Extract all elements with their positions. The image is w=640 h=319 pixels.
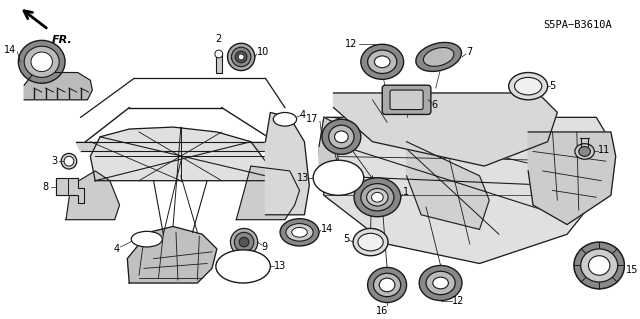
FancyBboxPatch shape [390,90,423,109]
Polygon shape [24,72,92,100]
Ellipse shape [61,153,77,169]
Text: 14: 14 [321,224,333,234]
Text: 8: 8 [42,182,49,191]
Polygon shape [90,127,270,181]
Ellipse shape [367,267,406,302]
Ellipse shape [292,227,307,237]
Ellipse shape [228,43,255,70]
Ellipse shape [238,54,244,60]
Ellipse shape [367,50,397,73]
Ellipse shape [374,56,390,68]
Text: 15: 15 [627,265,639,275]
Ellipse shape [64,156,74,166]
Ellipse shape [372,192,383,202]
Ellipse shape [131,231,163,247]
Ellipse shape [236,51,247,63]
Text: 13: 13 [297,173,309,183]
Text: FR.: FR. [51,34,72,45]
Ellipse shape [416,42,461,71]
Polygon shape [266,113,309,215]
FancyBboxPatch shape [382,85,431,115]
Text: 13: 13 [274,262,287,271]
Ellipse shape [215,50,223,58]
Ellipse shape [580,249,618,282]
Polygon shape [319,117,611,263]
Text: 5: 5 [343,234,349,244]
Ellipse shape [575,144,595,159]
Text: 2: 2 [216,34,222,44]
Polygon shape [528,132,616,225]
Ellipse shape [353,228,388,256]
Ellipse shape [234,232,254,252]
Polygon shape [319,117,339,186]
Text: 4: 4 [300,110,306,120]
Ellipse shape [574,242,625,289]
Text: 12: 12 [344,39,357,49]
Ellipse shape [374,273,401,297]
Polygon shape [406,142,489,229]
Ellipse shape [24,46,60,78]
Ellipse shape [230,228,258,256]
Ellipse shape [273,113,296,126]
Ellipse shape [239,237,249,247]
Ellipse shape [419,265,462,300]
Text: S5PA−B3610A: S5PA−B3610A [543,20,611,30]
Polygon shape [333,93,557,166]
Ellipse shape [329,125,354,149]
Text: 10: 10 [257,47,269,57]
Ellipse shape [286,224,313,241]
Ellipse shape [19,41,65,83]
Text: 3: 3 [51,156,57,166]
Text: 16: 16 [376,306,388,316]
Ellipse shape [313,160,364,195]
Ellipse shape [509,72,548,100]
Ellipse shape [322,119,361,154]
Ellipse shape [361,184,394,211]
Text: 9: 9 [262,242,268,252]
Text: 5: 5 [550,81,556,91]
Text: 12: 12 [452,295,465,306]
Bar [216,54,221,73]
Ellipse shape [280,219,319,246]
Ellipse shape [579,146,591,156]
Polygon shape [76,142,285,152]
Ellipse shape [361,44,404,79]
Text: 6: 6 [432,100,438,110]
Text: 7: 7 [466,47,472,57]
Polygon shape [56,178,84,203]
Polygon shape [127,226,217,283]
Text: 1: 1 [403,187,409,197]
Ellipse shape [232,47,251,67]
Ellipse shape [589,256,610,275]
Ellipse shape [426,271,455,295]
Ellipse shape [335,131,348,143]
Text: 11: 11 [598,145,611,154]
Text: 17: 17 [306,114,318,124]
Ellipse shape [433,277,449,289]
Ellipse shape [354,178,401,217]
Ellipse shape [380,278,395,292]
Polygon shape [66,171,120,220]
Ellipse shape [31,52,52,71]
Polygon shape [236,166,300,220]
Text: 14: 14 [4,45,17,55]
Ellipse shape [358,233,383,251]
Text: 4: 4 [113,244,120,254]
Ellipse shape [367,189,388,206]
Ellipse shape [216,250,270,283]
Ellipse shape [424,48,454,66]
Ellipse shape [515,78,542,95]
